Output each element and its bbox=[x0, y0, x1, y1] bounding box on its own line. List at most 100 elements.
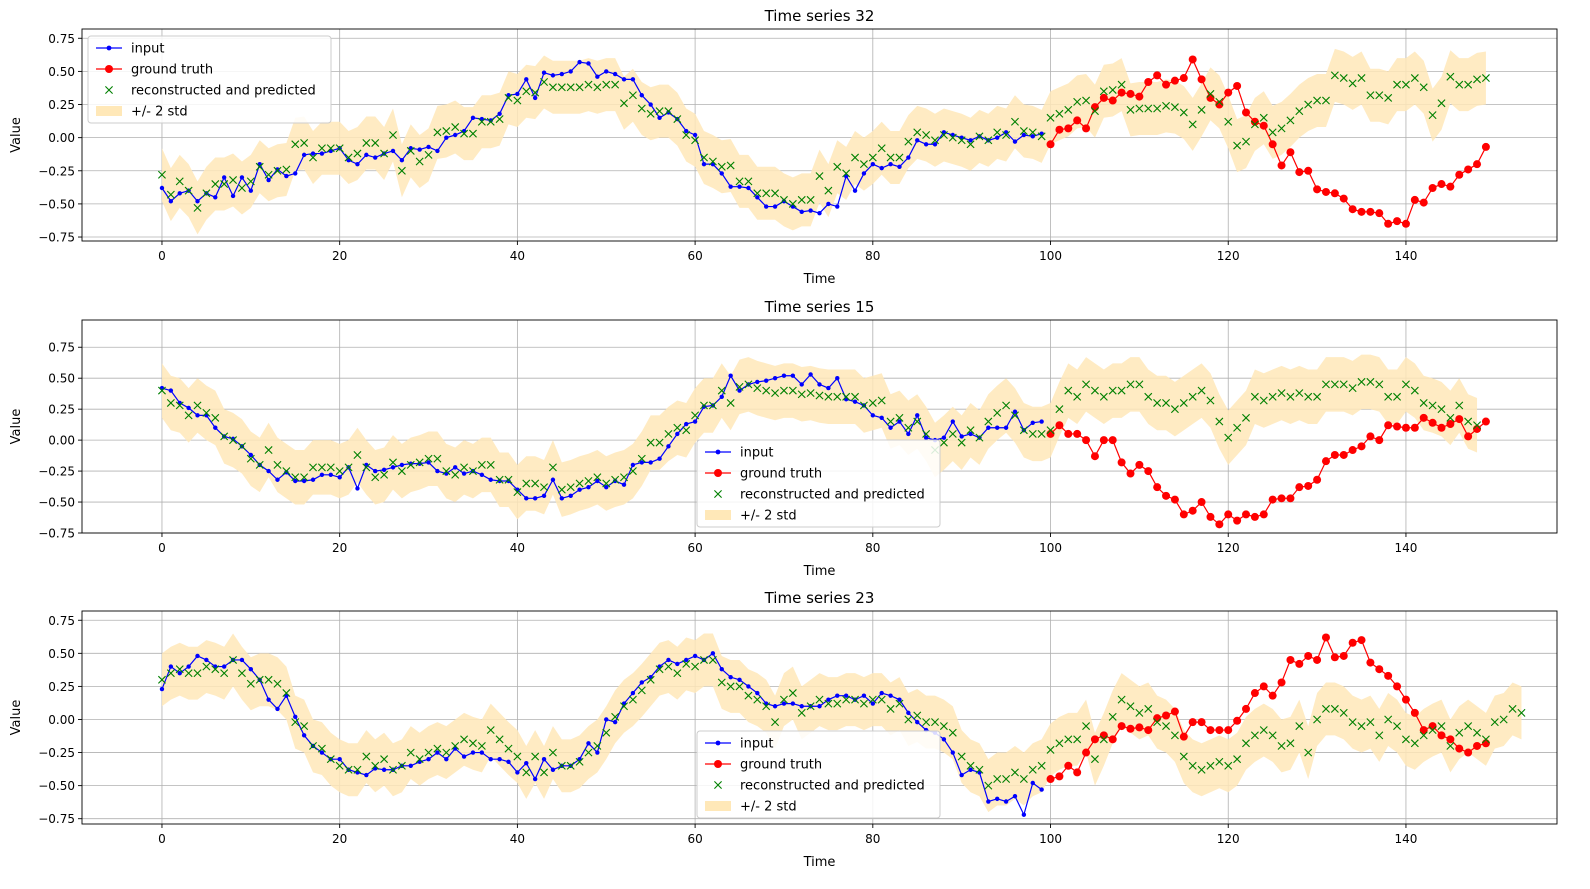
ground-truth-point bbox=[1437, 731, 1446, 740]
predicted-point bbox=[1126, 702, 1135, 711]
legend: input ground truth reconstructed and predi… bbox=[696, 439, 941, 528]
input-point bbox=[915, 719, 920, 725]
predicted-point bbox=[397, 467, 406, 476]
ground-truth-point bbox=[1428, 722, 1437, 731]
predicted-point bbox=[504, 744, 513, 753]
predicted-point bbox=[309, 741, 318, 750]
input-point bbox=[586, 61, 591, 66]
predicted-point bbox=[868, 695, 877, 704]
predicted-point bbox=[1019, 426, 1028, 435]
predicted-point bbox=[833, 162, 842, 171]
predicted-point bbox=[886, 704, 895, 713]
predicted-point bbox=[655, 438, 664, 447]
predicted-point bbox=[1259, 396, 1268, 405]
legend-ground-truth-marker bbox=[105, 65, 113, 73]
ground-truth-point bbox=[1464, 748, 1473, 757]
ground-truth-point bbox=[1357, 442, 1366, 451]
input-point bbox=[284, 470, 289, 475]
input-point bbox=[310, 151, 316, 156]
predicted-point bbox=[202, 662, 211, 671]
ground-truth-point bbox=[1339, 450, 1348, 459]
y-axis-label: Value bbox=[9, 409, 24, 445]
predicted-point bbox=[282, 467, 291, 476]
predicted-point bbox=[1233, 423, 1242, 432]
predicted-point bbox=[895, 413, 904, 422]
predicted-point bbox=[1046, 113, 1055, 122]
predicted-point bbox=[548, 463, 557, 472]
predicted-point bbox=[1073, 392, 1082, 401]
predicted-point bbox=[1117, 695, 1126, 704]
predicted-point bbox=[913, 417, 922, 426]
predicted-point bbox=[1464, 417, 1473, 426]
input-point bbox=[612, 71, 618, 77]
predicted-point bbox=[664, 662, 673, 671]
predicted-point bbox=[486, 117, 495, 126]
ground-truth-point bbox=[1099, 731, 1108, 740]
x-tick-label: 120 bbox=[1217, 832, 1240, 846]
input-point bbox=[541, 756, 547, 762]
input-point bbox=[932, 142, 938, 147]
input-point bbox=[524, 77, 529, 82]
input-point bbox=[373, 155, 378, 160]
input-point bbox=[995, 796, 1000, 802]
input-point bbox=[843, 693, 849, 698]
input-point bbox=[755, 379, 760, 385]
predicted-point bbox=[1197, 105, 1206, 114]
ground-truth-point bbox=[1046, 429, 1055, 438]
predicted-point bbox=[975, 132, 984, 141]
input-point bbox=[275, 477, 280, 482]
predicted-point bbox=[1215, 417, 1224, 426]
input-point bbox=[968, 431, 973, 437]
predicted-point bbox=[1082, 722, 1091, 731]
predicted-point bbox=[1135, 104, 1144, 113]
legend-predicted-label: reconstructed and predicted bbox=[740, 488, 925, 503]
predicted-point bbox=[1259, 113, 1268, 122]
predicted-point bbox=[1162, 722, 1171, 731]
ground-truth-point bbox=[1321, 187, 1330, 196]
input-point bbox=[870, 413, 876, 418]
ground-truth-point bbox=[1410, 195, 1419, 204]
ground-truth-point bbox=[1321, 633, 1330, 642]
predicted-point bbox=[984, 781, 993, 790]
y-tick-label: −0.75 bbox=[38, 527, 75, 541]
predicted-point bbox=[531, 752, 540, 761]
predicted-point bbox=[1286, 739, 1295, 748]
input-point bbox=[159, 686, 165, 692]
predicted-point bbox=[1401, 80, 1410, 89]
predicted-point bbox=[753, 189, 762, 198]
ground-truth-point bbox=[1393, 217, 1402, 226]
predicted-point bbox=[922, 718, 931, 727]
input-point bbox=[417, 147, 422, 152]
predicted-point bbox=[682, 659, 691, 668]
predicted-point bbox=[166, 190, 175, 199]
legend-ground-truth-label: ground truth bbox=[740, 758, 822, 773]
input-point bbox=[355, 161, 360, 167]
predicted-point bbox=[646, 438, 655, 447]
ground-truth-point bbox=[1090, 452, 1099, 461]
predicted-point bbox=[157, 386, 166, 395]
y-tick-label: 0.25 bbox=[48, 403, 75, 417]
input-point bbox=[657, 456, 662, 461]
predicted-point bbox=[699, 401, 708, 410]
input-point bbox=[888, 425, 893, 430]
input-point bbox=[906, 431, 911, 437]
predicted-point bbox=[824, 392, 833, 401]
predicted-point bbox=[1410, 74, 1419, 83]
legend-band-swatch bbox=[96, 106, 122, 116]
ground-truth-point bbox=[1348, 638, 1357, 647]
y-tick-label: 0.75 bbox=[48, 341, 75, 355]
predicted-point bbox=[584, 80, 593, 89]
input-point bbox=[239, 657, 245, 663]
predicted-point bbox=[1508, 704, 1517, 713]
predicted-point bbox=[291, 473, 300, 482]
predicted-point bbox=[628, 695, 637, 704]
ground-truth-point bbox=[1330, 189, 1339, 198]
predicted-point bbox=[939, 131, 948, 139]
predicted-point bbox=[157, 170, 166, 179]
predicted-point bbox=[362, 752, 371, 761]
predicted-point bbox=[1321, 380, 1330, 389]
input-point bbox=[612, 478, 618, 484]
predicted-point bbox=[620, 702, 629, 711]
predicted-point bbox=[451, 741, 460, 750]
predicted-point bbox=[442, 467, 451, 476]
